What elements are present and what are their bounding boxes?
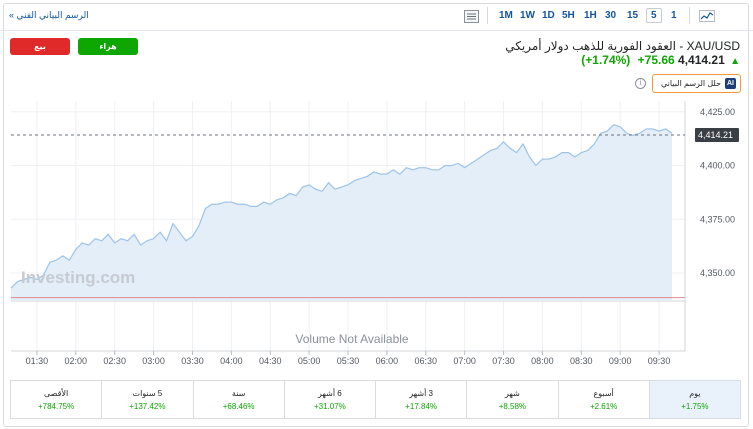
performance-period-value: +68.46% [222, 401, 255, 411]
performance-period-value: +137.42% [129, 401, 166, 411]
toolbar-separator [487, 7, 488, 24]
x-tick-label: 06:30 [415, 356, 438, 366]
price-chart[interactable]: Investing.com Volume Not Available 4,350… [9, 101, 741, 376]
performance-period-value: +8.58% [498, 401, 527, 411]
performance-period[interactable]: شهر +8.58% [467, 381, 559, 418]
x-tick-label: 02:00 [65, 356, 88, 366]
price-row: (+1.74%) +75.66 4,414.21 ▲ [577, 53, 740, 67]
x-tick-label: 08:30 [570, 356, 593, 366]
x-tick-label: 04:00 [220, 356, 243, 366]
timeframe-5h[interactable]: 5H [562, 10, 575, 21]
table-view-icon[interactable] [462, 8, 480, 24]
up-arrow-icon: ▲ [730, 56, 740, 67]
no-volume-text: Volume Not Available [295, 332, 409, 346]
performance-period-label: أسبوع [593, 388, 614, 398]
price-line [10, 123, 673, 289]
y-tick-label: 4,425.00 [700, 107, 735, 117]
x-tick-label: 05:30 [337, 356, 360, 366]
timeframe-1m[interactable]: 1M [499, 10, 513, 21]
x-tick-label: 06:00 [376, 356, 399, 366]
performance-period-label: 6 أشهر [318, 388, 342, 398]
y-axis: 4,350.00 4,375.00 4,400.00 4,425.00 [700, 107, 735, 278]
performance-period[interactable]: 3 أشهر +17.84% [376, 381, 468, 418]
y-tick-label: 4,400.00 [700, 161, 735, 171]
performance-period[interactable]: الأقصى +784.75% [11, 381, 103, 418]
buy-button[interactable]: هراء [78, 38, 138, 55]
performance-period-value: +784.75% [37, 401, 75, 411]
y-tick-label: 4,350.00 [700, 268, 735, 278]
ai-icon: AI [725, 78, 736, 89]
x-tick-label: 05:00 [298, 356, 321, 366]
performance-period-label: 5 سنوات [132, 388, 163, 398]
performance-period-label: الأقصى [44, 388, 69, 398]
performance-period-label: 3 أشهر [409, 388, 433, 398]
performance-period[interactable]: 6 أشهر +31.07% [285, 381, 376, 418]
widget-frame [3, 3, 749, 427]
last-price-tag-label: 4,414.21 [698, 130, 733, 140]
instrument-title: XAU/USD - العقود الفورية للذهب دولار أمر… [505, 39, 740, 53]
x-tick-label: 08:00 [531, 356, 554, 366]
timeframe-1w[interactable]: 1W [520, 10, 535, 21]
performance-period-value: +31.07% [313, 401, 346, 411]
x-tick-label: 01:30 [26, 356, 49, 366]
performance-period-label: يوم [689, 388, 701, 398]
timeframe-15[interactable]: 15 [627, 10, 639, 21]
x-tick-label: 09:30 [648, 356, 671, 366]
x-tick-label: 09:00 [609, 356, 632, 366]
timeframe-1h[interactable]: 1H [584, 10, 597, 21]
timeframe-1d[interactable]: 1D [542, 10, 555, 21]
change-percent: (+1.74%) [581, 53, 631, 67]
info-icon[interactable]: i [635, 78, 646, 89]
performance-period-value: +2.61% [589, 401, 618, 411]
x-tick-label: 04:30 [259, 356, 282, 366]
performance-bar: الأقصى +784.75% 5 سنوات +137.42% سنة +68.46% 6… [10, 380, 741, 419]
change-value: +75.66 [637, 53, 675, 67]
x-tick-label: 07:30 [492, 356, 515, 366]
last-price: 4,414.21 [678, 53, 725, 67]
performance-period-value: +1.75% [681, 401, 709, 411]
performance-period[interactable]: يوم +1.75% [649, 381, 740, 418]
performance-period-label: سنة [231, 388, 246, 398]
chart-toolbar: الرسم البياني الفني » 1 5 15 30 1H 5H 1D… [0, 0, 753, 31]
analyze-chart-label: حلل الرسم البياني [660, 79, 721, 88]
timeframe-5[interactable]: 5 [646, 8, 662, 23]
price-area [11, 124, 673, 301]
last-price-tag: 4,414.21 [695, 127, 739, 142]
x-tick-label: 03:00 [142, 356, 165, 366]
performance-period-value: +17.84% [405, 401, 438, 411]
chart-type-icon[interactable] [697, 8, 717, 24]
last-price-tag-bg [695, 127, 739, 142]
timeframe-1[interactable]: 1 [671, 10, 677, 21]
x-tick-label: 02:30 [103, 356, 126, 366]
performance-period[interactable]: 5 سنوات +137.42% [102, 381, 194, 418]
investing-watermark: Investing.com [21, 268, 135, 287]
y-tick-label: 4,375.00 [700, 214, 735, 224]
sell-button[interactable]: بيع [10, 38, 70, 55]
performance-period[interactable]: أسبوع +2.61% [559, 381, 650, 418]
x-tick-label: 03:30 [181, 356, 204, 366]
technical-chart-link[interactable]: الرسم البياني الفني » [9, 10, 89, 20]
performance-period[interactable]: سنة +68.46% [194, 381, 285, 418]
toolbar-separator [689, 7, 690, 24]
x-tick-label: 07:00 [453, 356, 476, 366]
analyze-chart-button[interactable]: حلل الرسم البياني AI [652, 74, 741, 93]
performance-period-label: شهر [504, 388, 520, 398]
x-axis: 01:30 02:00 02:30 03:00 03:30 04:00 04:30 05:00… [26, 351, 671, 366]
timeframe-30[interactable]: 30 [605, 10, 617, 21]
